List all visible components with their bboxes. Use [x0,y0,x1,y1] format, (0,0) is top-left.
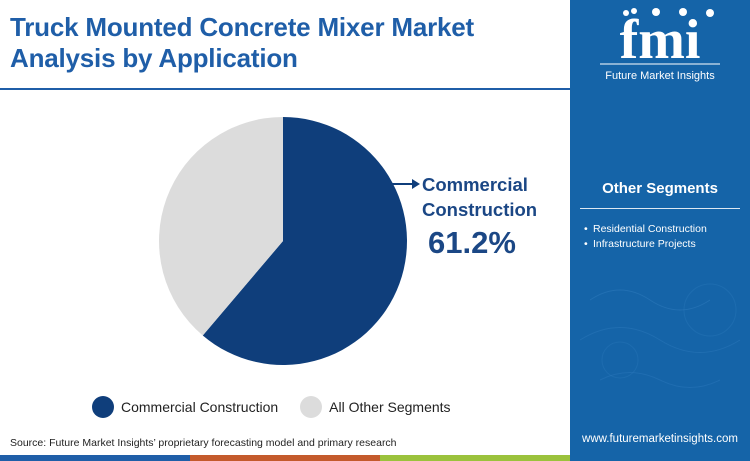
fmi-logo: fmi [600,8,720,71]
website-link[interactable]: www.futuremarketinsights.com [582,433,738,445]
other-segments-divider [580,208,740,209]
chart-title: Truck Mounted Concrete Mixer Market Anal… [10,12,474,73]
pie-chart [159,117,420,366]
legend-swatch-other [300,396,323,418]
segment-label: Residential Construction [593,223,707,235]
segment-label: Infrastructure Projects [593,238,696,250]
logo-caption: Future Market Insights [605,70,715,82]
bullet-icon: • [584,238,588,250]
legend-label-other: All Other Segments [329,399,451,415]
legend-label-commercial: Commercial Construction [121,399,279,415]
title-divider [0,88,570,90]
bar-segment-green [380,455,570,461]
other-segments-list: • Residential Construction • Infrastructur… [584,222,707,252]
logo-wordmark: fmi [620,9,701,71]
legend-item-commercial: Commercial Construction [92,396,278,418]
callout-label: Commercial Construction [422,174,538,220]
sidebar-map-decoration [579,283,741,388]
legend: Commercial Construction All Other Segmen… [92,395,473,419]
segment-item: • Residential Construction [584,222,707,237]
source-note: Source: Future Market Insights’ propriet… [10,437,397,449]
callout-arrow [390,179,420,189]
sidebar: fmi Future Market Insights Other Segment… [570,0,750,461]
pie-slice-commercial-construction [202,117,408,366]
legend-item-other: All Other Segments [300,396,451,418]
bullet-icon: • [584,223,588,235]
segment-item: • Infrastructure Projects [584,237,707,252]
bottom-color-bar [0,455,570,461]
pie-slice-all-other-segments [159,117,283,336]
bar-segment-blue [0,455,190,461]
legend-swatch-commercial [92,396,114,418]
pie-slices [159,117,408,366]
other-segments-heading: Other Segments [602,180,718,197]
logo-icons [623,8,714,17]
callout-value: 61.2% [428,225,516,260]
bar-segment-orange [190,455,380,461]
